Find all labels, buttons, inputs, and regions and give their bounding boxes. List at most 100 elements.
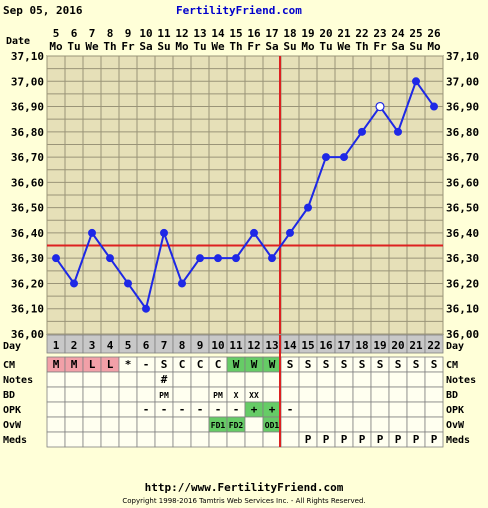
day-value: 7 [161,339,168,352]
date-tick: 8 [107,27,114,40]
temperature-point [286,228,294,237]
opk-cell [370,401,390,418]
notes-cell [136,371,156,388]
site-link[interactable]: FertilityFriend.com [176,4,302,17]
date-tick: 13 [193,27,206,40]
date-tick: 16 [247,27,261,40]
y-tick-right: 36,60 [446,176,479,189]
temperature-point [232,254,240,263]
date-tick: 22 [355,27,368,40]
temperature-point [124,279,132,288]
meds-cell [46,431,66,448]
cm-value: - [143,358,150,371]
day-value: 2 [71,339,78,352]
temperature-point [322,153,330,162]
notes-cell [172,371,192,388]
temperature-point [412,77,420,86]
day-value: 10 [211,339,224,352]
y-tick-left: 36,50 [11,202,44,215]
opk-cell [406,401,426,418]
footer-url[interactable]: http://www.FertilityFriend.com [145,481,344,494]
cm-value: S [305,358,312,371]
date-tick: 18 [283,27,296,40]
footer-copyright: Copyright 1998-2016 Tamtris Web Services… [122,497,365,505]
day-value: 12 [247,339,260,352]
weekday-tick: Su [283,40,296,53]
bd-cell [316,386,336,403]
cm-label-left: CM [3,360,15,371]
cm-value: L [89,358,96,371]
weekday-row: Mo Tu We Th Fr Sa Su Mo Tu We Th Fr Sa Su Mo Tu We Th Fr Sa… [49,40,441,53]
notes-label-right: Notes [446,375,476,386]
ovw-cell [388,416,408,433]
temperature-point [70,279,78,288]
bd-cell [388,386,408,403]
cm-label-right: CM [446,360,458,371]
meds-value: P [305,433,312,446]
ovw-cell [118,416,138,433]
temperature-point [394,127,402,136]
opk-cell [334,401,354,418]
y-tick-right: 36,30 [446,252,479,265]
temperature-point [250,228,258,237]
bd-value: X [234,391,239,400]
date-tick: 26 [427,27,441,40]
notes-label-left: Notes [3,375,33,386]
bd-cell [334,386,354,403]
chart-date: Sep 05, 2016 [3,4,83,17]
ovw-cell [100,416,120,433]
temperature-point [358,127,366,136]
cm-value: C [215,358,222,371]
notes-cell [208,371,228,388]
opk-value: + [251,403,258,416]
weekday-tick: We [85,40,99,53]
notes-cell [244,371,264,388]
temperature-point [268,254,276,263]
y-tick-left: 36,30 [11,252,44,265]
day-value: 19 [373,339,386,352]
weekday-tick: Fr [121,40,135,53]
weekday-tick: Sa [139,40,152,53]
date-tick: 19 [301,27,314,40]
date-tick: 15 [229,27,242,40]
day-cell [424,334,444,354]
weekday-tick: We [211,40,225,53]
weekday-tick: Sa [391,40,404,53]
bd-cell [136,386,156,403]
y-axis-right: 36,00 36,10 36,20 36,30 36,40 36,50 36,60 36,70… [446,50,479,341]
meds-label-right: Meds [446,435,470,446]
bd-cell [280,386,300,403]
date-tick: 14 [211,27,225,40]
date-tick: 6 [71,27,78,40]
cm-value: S [377,358,384,371]
opk-label-right: OPK [446,405,464,416]
notes-cell [424,371,444,388]
date-tick: 10 [139,27,152,40]
y-tick-left: 36,80 [11,126,44,139]
ovw-label-left: OvW [3,420,22,431]
date-tick: 21 [337,27,351,40]
meds-value: P [323,433,330,446]
weekday-tick: Mo [49,40,63,53]
opk-value: - [287,403,294,416]
weekday-tick: Su [409,40,422,53]
opk-value: - [233,403,240,416]
ovw-cell [172,416,192,433]
cm-value: S [323,358,330,371]
notes-cell [262,371,282,388]
cm-value: S [341,358,348,371]
weekday-tick: Su [157,40,170,53]
meds-cell [172,431,192,448]
opk-cell [388,401,408,418]
cm-value: C [179,358,186,371]
temperature-point [430,102,438,111]
ovw-value: FD1 [211,421,226,430]
ovw-label-right: OvW [446,420,465,431]
y-tick-left: 36,10 [11,303,44,316]
bd-cell [262,386,282,403]
date-tick: 12 [175,27,188,40]
meds-cell [118,431,138,448]
meds-cell [226,431,246,448]
y-tick-right: 37,00 [446,75,479,88]
